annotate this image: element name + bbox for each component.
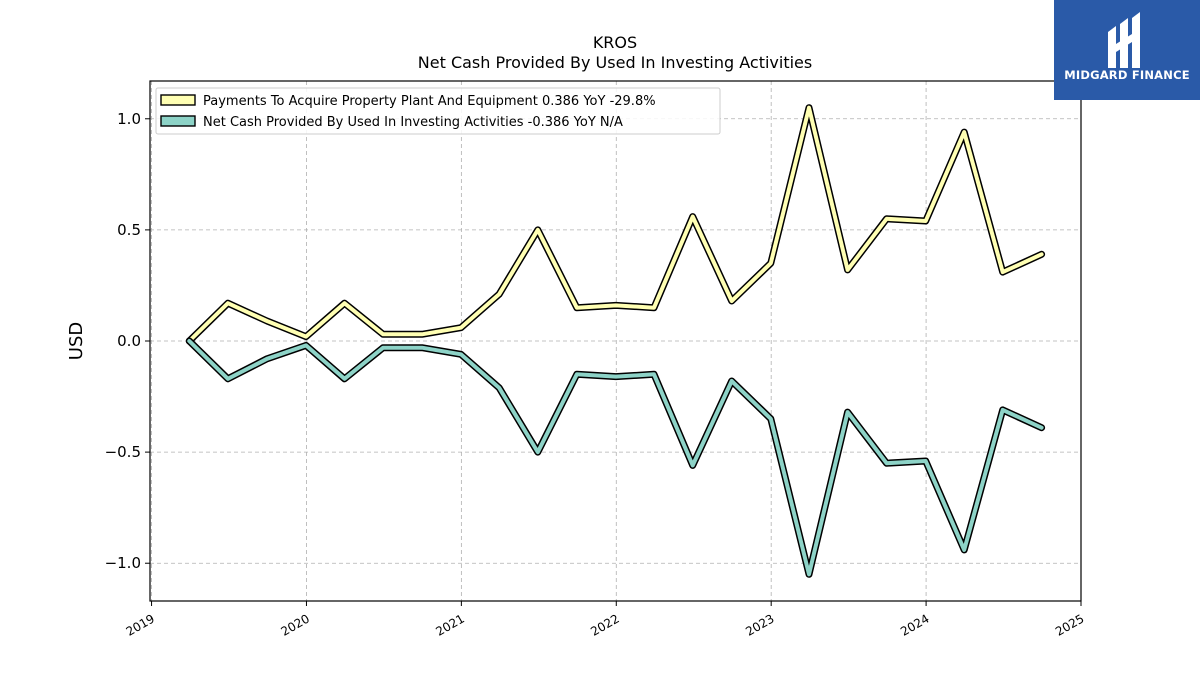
series-layer bbox=[185, 104, 1046, 578]
legend-label-net-cash: Net Cash Provided By Used In Investing A… bbox=[203, 115, 623, 130]
chart-title: KROS bbox=[593, 33, 637, 52]
x-tick-label: 2025 bbox=[1053, 611, 1086, 638]
y-tick-label: 1.0 bbox=[117, 110, 141, 128]
chart-subtitle: Net Cash Provided By Used In Investing A… bbox=[418, 53, 812, 72]
y-tick-label: −1.0 bbox=[105, 554, 141, 572]
series-line-net-cash-investing bbox=[187, 339, 1044, 577]
x-tick-label: 2022 bbox=[588, 611, 621, 638]
x-tick-label: 2019 bbox=[124, 611, 157, 638]
midgard-finance-logo: MIDGARD FINANCE bbox=[1054, 0, 1200, 100]
legend-swatch-payments bbox=[160, 94, 196, 106]
x-tick-label: 2021 bbox=[433, 611, 466, 638]
legend-box bbox=[155, 87, 721, 135]
y-tick-label: 0.5 bbox=[117, 221, 141, 239]
series-line-payments-ppe bbox=[187, 105, 1044, 343]
logo-mark-icon bbox=[1108, 12, 1140, 68]
legend-label-payments: Payments To Acquire Property Plant And E… bbox=[203, 94, 656, 109]
x-tick-label: 2020 bbox=[279, 611, 312, 638]
y-tick-label: −0.5 bbox=[105, 443, 141, 461]
legend: Payments To Acquire Property Plant And E… bbox=[155, 87, 721, 135]
y-axis-label: USD bbox=[66, 322, 87, 360]
y-tick-label: 0.0 bbox=[117, 332, 141, 350]
logo-text: MIDGARD FINANCE bbox=[1064, 68, 1190, 82]
y-axis: 1.0 0.5 0.0 −0.5 −1.0 bbox=[105, 110, 150, 572]
x-tick-label: 2024 bbox=[898, 611, 931, 638]
legend-swatch-net-cash bbox=[160, 115, 196, 127]
x-tick-label: 2023 bbox=[743, 611, 776, 638]
x-axis: 2019 2020 2021 2022 2023 2024 2025 bbox=[124, 601, 1087, 639]
grid-layer bbox=[150, 81, 1082, 601]
